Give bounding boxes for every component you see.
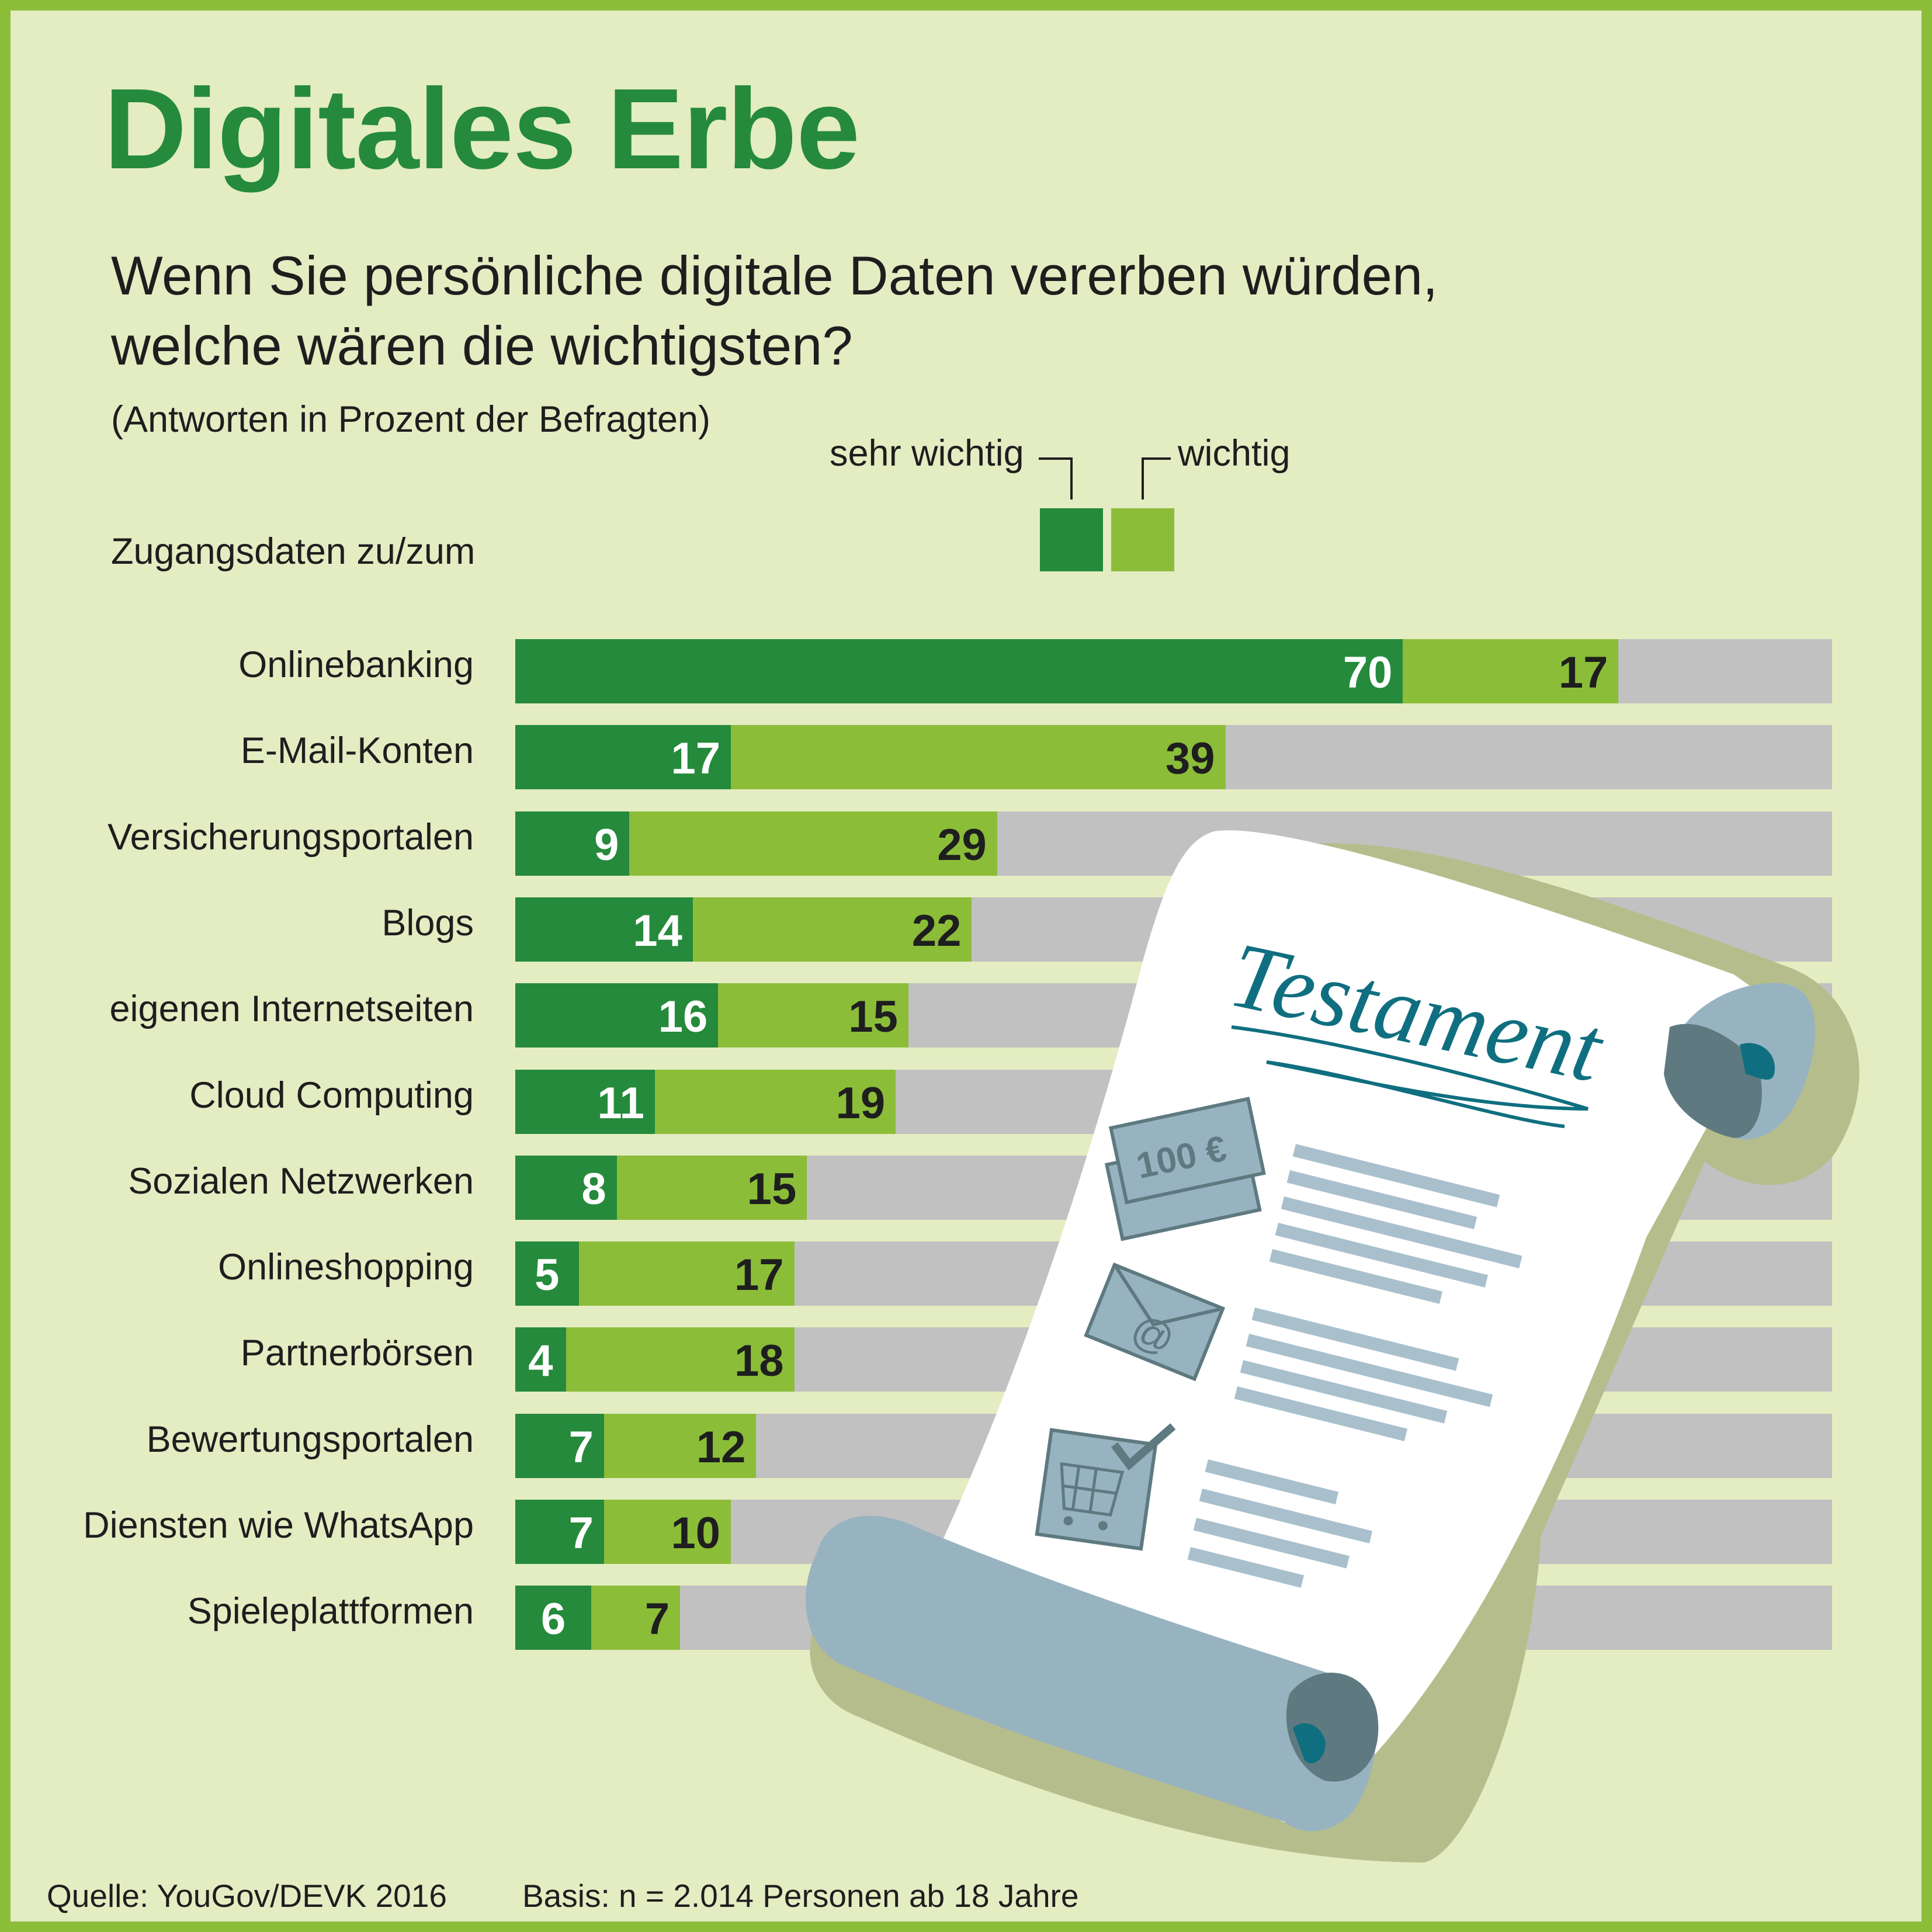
legend-connector-sehr-wichtig-stem <box>1070 457 1073 500</box>
subtitle: (Antworten in Prozent der Befragten) <box>111 399 711 440</box>
testament-flourish <box>1231 1025 1588 1128</box>
bar-sehr-wichtig <box>515 725 731 789</box>
bar-sehr-wichtig <box>515 811 630 876</box>
value-label-sehr-wichtig: 7 <box>568 1508 594 1558</box>
legend-connector-wichtig-stem <box>1142 457 1144 500</box>
value-label-sehr-wichtig: 9 <box>594 820 619 870</box>
bar-wichtig <box>566 1327 795 1392</box>
value-label-wichtig: 19 <box>835 1078 886 1128</box>
value-label-sehr-wichtig: 16 <box>658 992 708 1042</box>
legend-swatch-wichtig <box>1111 508 1174 571</box>
bar-wichtig <box>629 811 997 876</box>
bar-wichtig <box>692 897 972 962</box>
source-note: Quelle: YouGov/DEVK 2016 <box>47 1878 447 1914</box>
bar-sehr-wichtig <box>515 1156 617 1220</box>
legend-connector-sehr-wichtig <box>1039 457 1073 460</box>
row-label: Partnerbörsen <box>240 1333 474 1373</box>
bar-wichtig <box>718 983 908 1047</box>
value-label-wichtig: 12 <box>696 1423 746 1472</box>
row-label: eigenen Internetseiten <box>109 988 474 1029</box>
value-label-wichtig: 22 <box>911 906 962 956</box>
legend-swatch-sehr-wichtig <box>1040 508 1103 571</box>
value-label-wichtig: 17 <box>1558 648 1608 698</box>
bar-track: 70 17 <box>515 639 1832 703</box>
shopping-cart-icon <box>1035 1423 1176 1551</box>
value-label-wichtig: 29 <box>937 820 987 870</box>
question-line-2: welche wären die wichtigsten? <box>111 315 853 376</box>
banknote-icon: 100 € <box>1104 1097 1266 1241</box>
row-label: E-Mail-Konten <box>240 730 474 771</box>
row-label: Cloud Computing <box>189 1075 474 1116</box>
bar-sehr-wichtig <box>515 1586 592 1650</box>
page-title: Digitales Erbe <box>104 65 860 193</box>
value-label-wichtig: 7 <box>644 1594 670 1644</box>
testament-scroll-illustration: Testament 100 € @ <box>805 830 1860 1862</box>
value-label-sehr-wichtig: 5 <box>535 1250 560 1300</box>
bar-wichtig <box>591 1586 681 1650</box>
row-label: Spieleplattformen <box>187 1591 474 1632</box>
value-label-sehr-wichtig: 14 <box>633 906 682 956</box>
value-label-sehr-wichtig: 11 <box>597 1078 644 1128</box>
bar-sehr-wichtig <box>515 1070 655 1134</box>
value-label-sehr-wichtig: 4 <box>528 1336 553 1386</box>
bar-wichtig <box>616 1156 807 1220</box>
bar-sehr-wichtig <box>515 983 719 1047</box>
bar-track: 17 39 <box>515 725 1832 789</box>
bar-sehr-wichtig <box>515 1500 604 1564</box>
question-line-1: Wenn Sie persönliche digitale Daten vere… <box>111 245 1438 306</box>
bar-wichtig <box>731 725 1226 789</box>
scroll-bottom-roll-hole <box>1293 1723 1326 1764</box>
bar-sehr-wichtig <box>515 639 1403 703</box>
value-label-sehr-wichtig: 6 <box>540 1594 566 1644</box>
value-label-wichtig: 15 <box>848 992 898 1042</box>
bar-wichtig <box>1403 639 1619 703</box>
scroll-bottom-roll <box>805 1515 1376 1832</box>
legend-connector-wichtig <box>1142 457 1171 460</box>
value-label-sehr-wichtig: 8 <box>581 1164 606 1214</box>
row-label: Sozialen Netzwerken <box>128 1161 474 1202</box>
row-label: Versicherungsportalen <box>107 817 474 858</box>
value-label-sehr-wichtig: 17 <box>671 734 720 783</box>
bar-track: 9 29 <box>515 811 1832 876</box>
email-envelope-icon: @ <box>1084 1262 1226 1382</box>
bar-sehr-wichtig <box>515 1327 566 1392</box>
bar-wichtig <box>578 1241 795 1306</box>
legend-label-sehr-wichtig: sehr wichtig <box>830 433 1024 474</box>
bar-sehr-wichtig <box>515 1241 579 1306</box>
section-label: Zugangsdaten zu/zum <box>111 531 476 572</box>
scroll-top-curl-shade <box>1664 1024 1762 1138</box>
bar-sehr-wichtig <box>515 1414 604 1478</box>
value-label-wichtig: 18 <box>734 1336 784 1386</box>
basis-note: Basis: n = 2.014 Personen ab 18 Jahre <box>522 1878 1079 1914</box>
row-label: Onlineshopping <box>218 1247 474 1288</box>
value-label-sehr-wichtig: 70 <box>1343 648 1393 698</box>
bar-wichtig <box>603 1414 757 1478</box>
row-label: Diensten wie WhatsApp <box>83 1505 474 1546</box>
value-label-wichtig: 10 <box>671 1508 720 1558</box>
value-label-wichtig: 17 <box>734 1250 784 1300</box>
scroll-top-curl-hole <box>1740 1043 1775 1080</box>
row-label: Bewertungsportalen <box>146 1419 474 1460</box>
scroll-text-lines <box>1187 1144 1522 1588</box>
row-label: Blogs <box>381 903 474 944</box>
legend-label-wichtig: wichtig <box>1178 433 1291 474</box>
value-label-sehr-wichtig: 7 <box>568 1423 594 1472</box>
bar-wichtig <box>603 1500 731 1564</box>
value-label-wichtig: 15 <box>747 1164 797 1214</box>
bar-wichtig <box>654 1070 896 1134</box>
value-label-wichtig: 39 <box>1165 734 1215 783</box>
bar-sehr-wichtig <box>515 897 693 962</box>
row-label: Onlinebanking <box>238 644 474 685</box>
